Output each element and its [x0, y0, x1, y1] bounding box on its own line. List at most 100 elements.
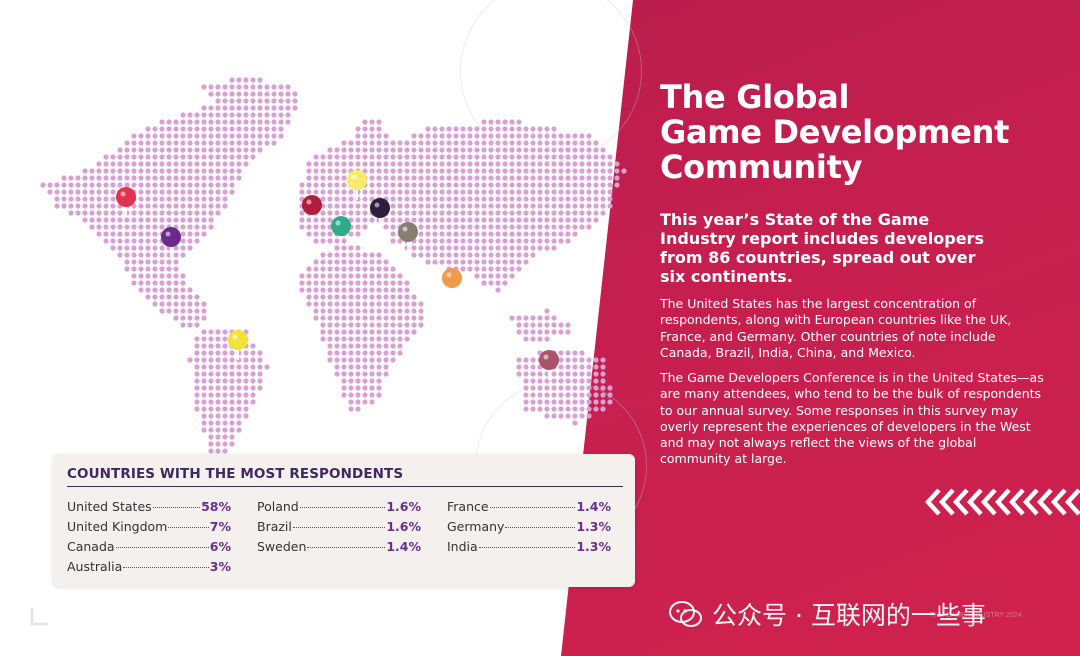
map-dot: [243, 406, 249, 412]
map-dot: [551, 413, 557, 419]
map-dot: [271, 133, 277, 139]
map-dot: [439, 126, 445, 132]
map-dot: [509, 154, 515, 160]
leader-dots: [307, 547, 386, 548]
map-dot: [159, 259, 165, 265]
map-dot: [152, 154, 158, 160]
map-dot: [278, 133, 284, 139]
map-dot: [131, 231, 137, 237]
map-dot: [600, 371, 606, 377]
map-dot: [558, 168, 564, 174]
map-dot: [523, 329, 529, 335]
map-dot: [551, 378, 557, 384]
map-dot: [523, 154, 529, 160]
map-dot: [600, 392, 606, 398]
map-dot: [369, 308, 375, 314]
map-dot: [558, 364, 564, 370]
map-dot: [390, 231, 396, 237]
map-dot: [285, 84, 291, 90]
map-dot: [418, 175, 424, 181]
map-dot: [264, 364, 270, 370]
country-label: Sweden: [257, 539, 307, 554]
map-pin-canada: [116, 187, 136, 217]
map-dot: [173, 189, 179, 195]
map-dot: [467, 217, 473, 223]
map-dot: [446, 210, 452, 216]
map-dot: [369, 392, 375, 398]
map-dot: [495, 224, 501, 230]
map-dot: [579, 196, 585, 202]
map-dot: [341, 378, 347, 384]
map-dot: [488, 119, 494, 125]
map-dot: [481, 126, 487, 132]
map-dot: [341, 308, 347, 314]
map-dot: [509, 182, 515, 188]
map-dot: [565, 406, 571, 412]
card-title: COUNTRIES WITH THE MOST RESPONDENTS: [67, 466, 404, 482]
map-dot: [418, 133, 424, 139]
map-dot: [488, 245, 494, 251]
map-dot: [600, 182, 606, 188]
map-dot: [229, 385, 235, 391]
map-dot: [236, 371, 242, 377]
map-dot: [579, 392, 585, 398]
map-dot: [565, 175, 571, 181]
map-dot: [537, 238, 543, 244]
map-dot: [516, 252, 522, 258]
map-dot: [278, 112, 284, 118]
map-dot: [565, 203, 571, 209]
map-dot: [201, 147, 207, 153]
percentage: 3%: [209, 559, 231, 574]
map-dot: [264, 98, 270, 104]
map-dot: [236, 427, 242, 433]
map-dot: [222, 371, 228, 377]
map-dot: [313, 273, 319, 279]
map-dot: [439, 217, 445, 223]
map-dot: [75, 182, 81, 188]
map-dot: [376, 266, 382, 272]
map-dot: [488, 266, 494, 272]
map-dot: [250, 140, 256, 146]
map-dot: [383, 280, 389, 286]
map-dot: [229, 413, 235, 419]
map-dot: [362, 315, 368, 321]
map-dot: [558, 182, 564, 188]
map-dot: [110, 196, 116, 202]
pin-head: [116, 187, 136, 207]
map-dot: [145, 231, 151, 237]
map-dot: [152, 189, 158, 195]
map-dot: [110, 224, 116, 230]
map-dot: [495, 287, 501, 293]
map-dot: [404, 315, 410, 321]
map-dot: [327, 322, 333, 328]
map-dot: [138, 266, 144, 272]
map-dot: [390, 161, 396, 167]
map-dot: [404, 168, 410, 174]
map-dot: [551, 315, 557, 321]
map-dot: [383, 357, 389, 363]
map-dot: [355, 231, 361, 237]
map-dot: [243, 392, 249, 398]
map-dot: [75, 210, 81, 216]
map-dot: [544, 161, 550, 167]
map-dot: [201, 140, 207, 146]
map-dot: [572, 147, 578, 153]
map-dot: [579, 217, 585, 223]
map-dot: [523, 210, 529, 216]
map-dot: [166, 154, 172, 160]
map-dot: [474, 231, 480, 237]
map-dot: [194, 168, 200, 174]
map-dot: [600, 364, 606, 370]
map-dot: [348, 245, 354, 251]
map-dot: [173, 161, 179, 167]
map-dot: [278, 119, 284, 125]
map-dot: [285, 91, 291, 97]
map-dot: [250, 98, 256, 104]
map-dot: [362, 189, 368, 195]
map-dot: [467, 259, 473, 265]
map-dot: [236, 168, 242, 174]
map-dot: [152, 238, 158, 244]
map-dot: [488, 238, 494, 244]
map-dot: [481, 245, 487, 251]
